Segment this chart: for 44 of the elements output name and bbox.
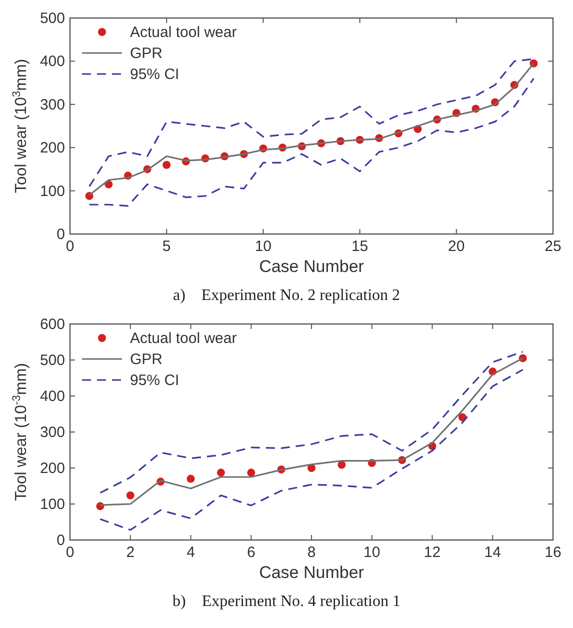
y-tick-label: 400 bbox=[40, 388, 65, 405]
x-tick-label: 15 bbox=[351, 238, 368, 255]
point bbox=[126, 491, 134, 500]
legend-label: 95% CI bbox=[130, 372, 180, 389]
legend-label: Actual tool wear bbox=[130, 24, 237, 41]
y-tick-label: 0 bbox=[56, 532, 65, 549]
y-tick-label: 500 bbox=[40, 352, 65, 369]
line-series bbox=[88, 78, 534, 207]
y-tick-label: 100 bbox=[40, 182, 65, 200]
y-tick-label: 400 bbox=[40, 53, 65, 70]
x-tick-label: 25 bbox=[544, 238, 562, 255]
text: b) Experiment No. 4 replication 1 bbox=[172, 593, 400, 610]
y-tick-label: 600 bbox=[40, 316, 65, 333]
x-axis-title: Case Number bbox=[259, 257, 364, 276]
legend-label: Actual tool wear bbox=[130, 330, 237, 347]
x-axis-title: Case Number bbox=[259, 563, 364, 582]
point bbox=[247, 468, 256, 477]
point bbox=[216, 468, 225, 477]
y-tick-label: 0 bbox=[56, 226, 65, 243]
point bbox=[162, 160, 171, 169]
legend-label: 95% CI bbox=[130, 66, 180, 83]
x-tick-label: 6 bbox=[246, 544, 256, 561]
legend-label: GPR bbox=[130, 351, 163, 368]
legend-label: GPR bbox=[130, 45, 163, 62]
text: a) Experiment No. 2 replication 2 bbox=[172, 287, 400, 304]
y-tick-label: 300 bbox=[40, 96, 65, 114]
x-tick-label: 12 bbox=[424, 544, 441, 561]
y-tick-label: 300 bbox=[40, 424, 65, 441]
x-tick-label: 8 bbox=[307, 544, 316, 561]
x-tick-label: 10 bbox=[364, 544, 380, 561]
point bbox=[186, 474, 195, 483]
x-tick-label: 16 bbox=[544, 544, 562, 561]
x-tick-label: 4 bbox=[186, 544, 195, 561]
x-tick-label: 5 bbox=[162, 238, 171, 255]
x-tick-label: 14 bbox=[484, 544, 501, 561]
y-tick-label: 500 bbox=[40, 10, 65, 27]
x-tick-label: 2 bbox=[126, 544, 135, 561]
line-series bbox=[99, 368, 524, 531]
y-tick-label: 100 bbox=[40, 496, 65, 513]
y-tick-label: 200 bbox=[40, 460, 65, 477]
y-tick-label: 200 bbox=[40, 140, 65, 157]
point bbox=[338, 460, 346, 469]
x-tick-label: 10 bbox=[254, 238, 272, 255]
x-tick-label: 20 bbox=[448, 238, 465, 255]
